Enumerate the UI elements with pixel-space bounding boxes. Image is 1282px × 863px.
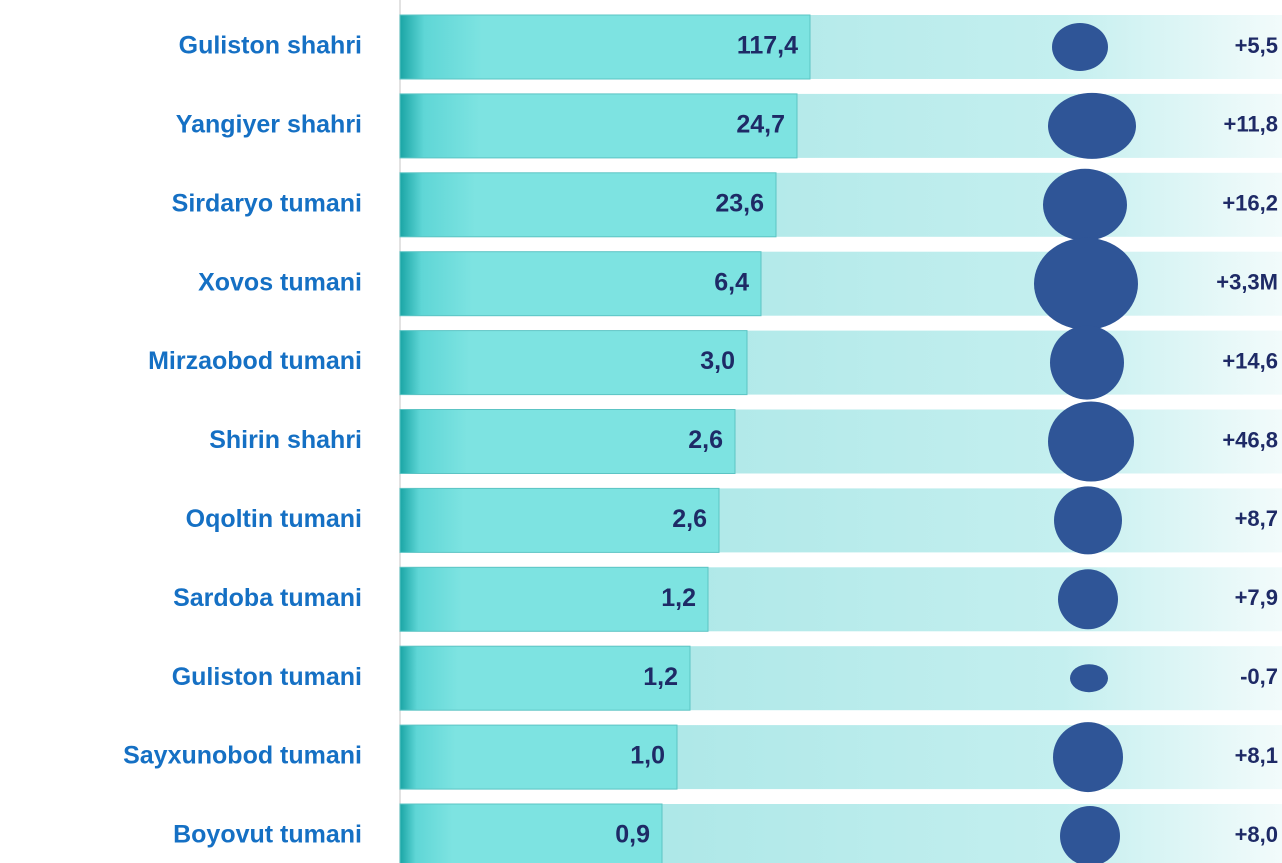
- row-value: 117,4: [737, 32, 798, 60]
- row-change: +46,8: [1222, 427, 1278, 452]
- row-bar: [399, 330, 748, 396]
- row-circle: [1048, 401, 1134, 482]
- row-change: +3,3M: [1216, 270, 1278, 295]
- row-bar: [399, 566, 709, 632]
- row-value: 3,0: [700, 347, 735, 375]
- row-value: 6,4: [714, 268, 749, 296]
- row-change: -0,7: [1240, 664, 1278, 689]
- row-name: Guliston shahri: [179, 32, 362, 60]
- row-change: +5,5: [1235, 33, 1278, 58]
- row-value: 2,6: [688, 426, 723, 454]
- row-bar: [399, 409, 736, 474]
- row-circle: [1053, 722, 1123, 793]
- row-circle: [1050, 325, 1124, 400]
- row-bar: [399, 487, 720, 553]
- row-value: 0,9: [615, 821, 650, 849]
- row-name: Sirdaryo tumani: [172, 189, 362, 217]
- row-value: 1,0: [630, 742, 665, 770]
- row-bar: [399, 172, 777, 238]
- row-circle: [1070, 664, 1108, 693]
- row-value: 23,6: [715, 189, 764, 217]
- row-bar: [399, 645, 691, 711]
- row-circle: [1048, 92, 1136, 159]
- row-value: 2,6: [672, 505, 707, 533]
- row-change: +8,7: [1235, 506, 1278, 531]
- row-value: 1,2: [661, 584, 696, 612]
- row-name: Shirin shahri: [209, 426, 362, 454]
- row-circle: [1060, 806, 1120, 863]
- row-name: Sayxunobod tumani: [123, 742, 362, 770]
- row-value: 1,2: [643, 663, 678, 691]
- row-bar: [399, 14, 811, 80]
- row-bar: [399, 724, 678, 790]
- row-change: +16,2: [1222, 191, 1278, 216]
- row-change: +8,0: [1235, 822, 1278, 847]
- row-bar: [399, 803, 663, 863]
- row-name: Yangiyer shahri: [176, 111, 362, 139]
- row-change: +7,9: [1235, 585, 1278, 610]
- row-change: +11,8: [1224, 112, 1278, 137]
- row-name: Xovos tumani: [198, 268, 362, 296]
- row-change: +8,1: [1235, 743, 1278, 768]
- row-circle: [1054, 486, 1122, 555]
- row-name: Mirzaobod tumani: [148, 347, 362, 375]
- row-name: Oqoltin tumani: [186, 505, 362, 533]
- row-name: Guliston tumani: [172, 663, 362, 691]
- row-circle: [1034, 237, 1138, 330]
- row-bar: [399, 251, 762, 317]
- row-change: +14,6: [1222, 348, 1278, 373]
- row-circle: [1043, 168, 1127, 241]
- row-circle: [1052, 23, 1108, 71]
- row-name: Boyovut tumani: [173, 821, 362, 849]
- row-name: Sardoba tumani: [173, 584, 362, 612]
- row-value: 24,7: [736, 111, 785, 139]
- row-bar: [399, 93, 798, 159]
- row-circle: [1058, 569, 1118, 630]
